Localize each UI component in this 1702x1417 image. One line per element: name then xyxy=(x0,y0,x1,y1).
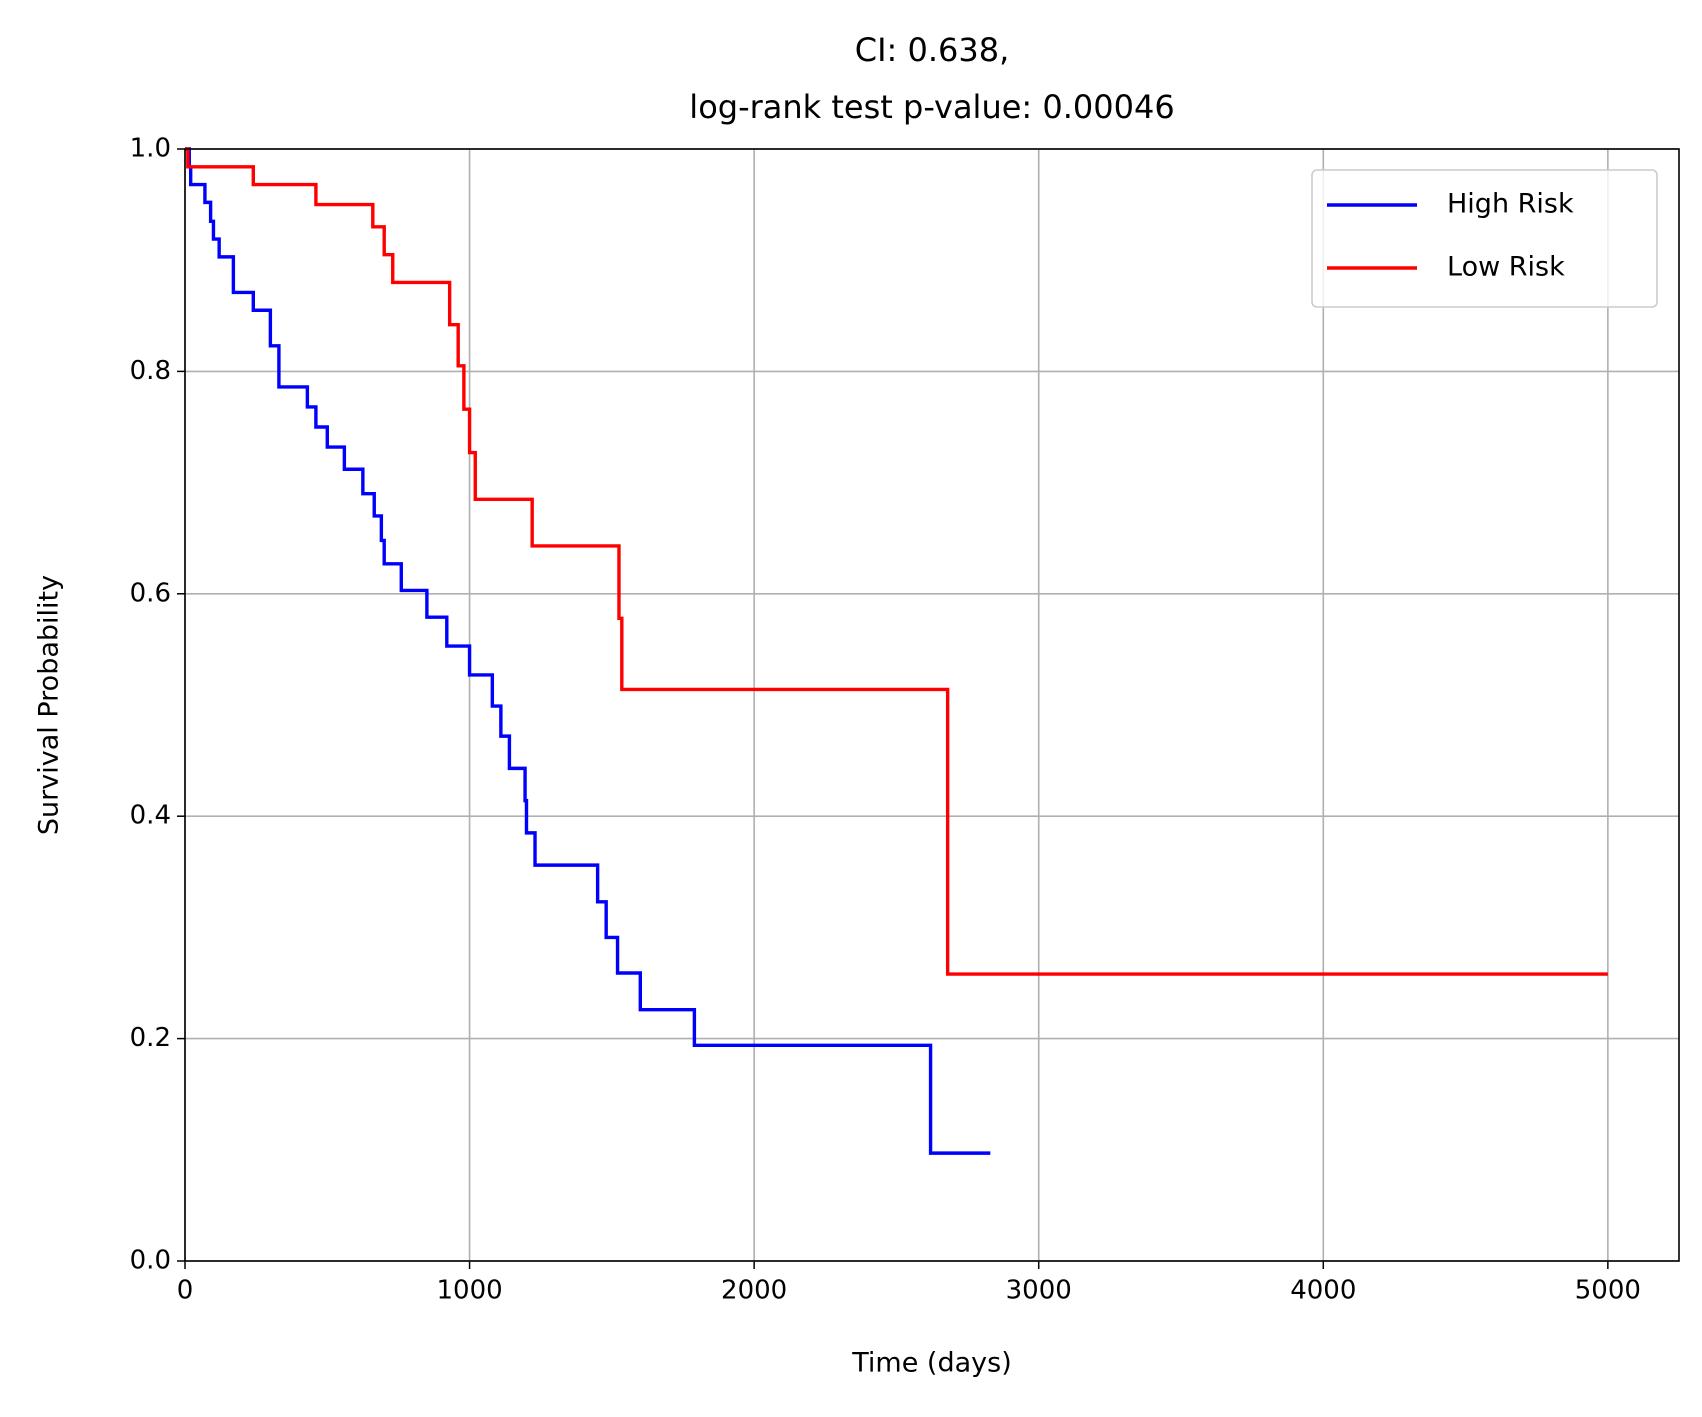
y-tick-label: 0.6 xyxy=(130,578,171,608)
x-tick-label: 5000 xyxy=(1575,1276,1641,1306)
survival-line xyxy=(185,147,991,1155)
y-tick-label: 0.4 xyxy=(130,801,171,831)
chart-title: CI: 0.638, xyxy=(855,31,1010,69)
x-tick-label: 0 xyxy=(177,1276,194,1306)
chart-title: log-rank test p-value: 0.00046 xyxy=(689,88,1174,126)
y-tick-label: 0.8 xyxy=(130,356,171,386)
y-tick-label: 0.2 xyxy=(130,1023,171,1053)
y-tick-label: 1.0 xyxy=(130,134,171,164)
legend-label: Low Risk xyxy=(1447,252,1565,283)
y-tick-label: 0.0 xyxy=(130,1246,171,1276)
x-tick-label: 2000 xyxy=(721,1276,787,1306)
x-tick-label: 3000 xyxy=(1006,1276,1072,1306)
x-tick-label: 1000 xyxy=(436,1276,502,1306)
x-axis-label: Time (days) xyxy=(851,1348,1011,1379)
y-axis-label: Survival Probability xyxy=(34,575,65,835)
legend-label: High Risk xyxy=(1447,189,1574,220)
survival-line xyxy=(185,147,1608,976)
x-tick-label: 4000 xyxy=(1290,1276,1356,1306)
axes-frame xyxy=(184,148,1680,1262)
